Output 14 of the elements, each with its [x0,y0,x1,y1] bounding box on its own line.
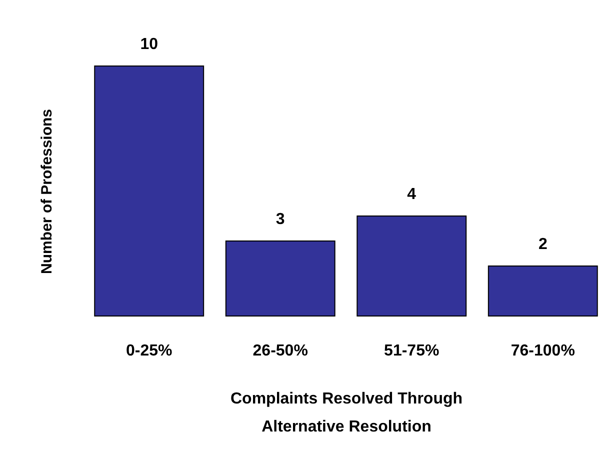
y-axis-title: Number of Professions [38,108,56,274]
data-label: 4 [407,186,416,203]
bar [488,266,598,316]
x-tick-label: 26-50% [252,342,308,360]
x-axis-title: Complaints Resolved Through Alternative Resolution [230,390,463,436]
bar [94,66,204,316]
x-tick-label: 76-100% [510,342,575,360]
data-label: 3 [276,211,285,228]
data-label: 10 [140,36,158,53]
x-tick-label: 51-75% [384,342,440,360]
x-tick-label: 0-25% [126,342,172,360]
bar [225,240,336,316]
bar [356,216,467,316]
data-label: 2 [538,236,548,253]
